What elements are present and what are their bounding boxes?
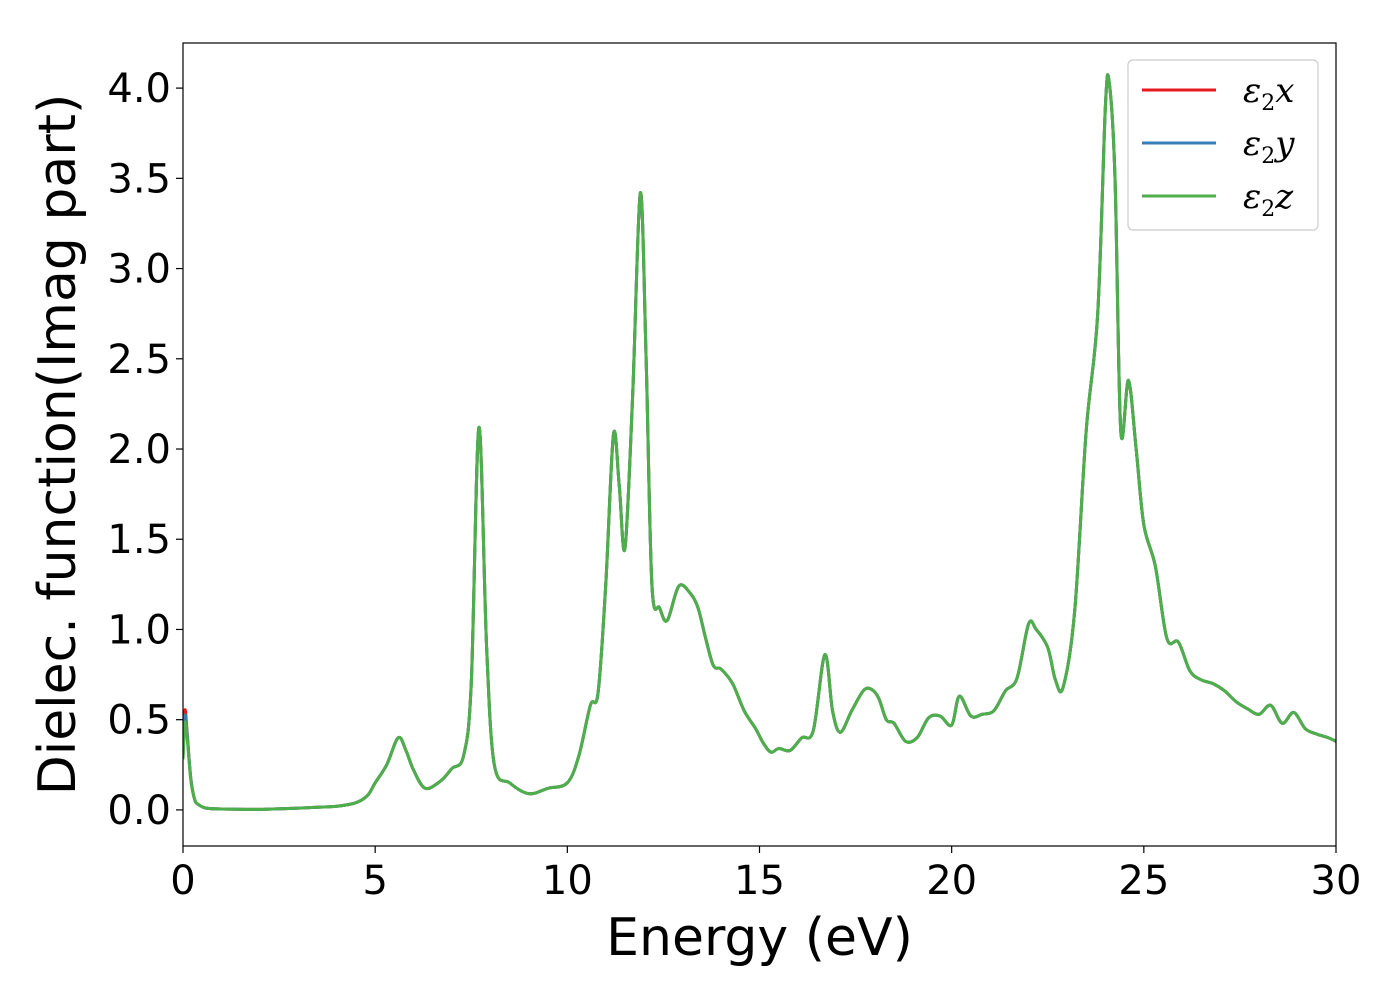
y-tick-label: 3.0	[107, 247, 171, 293]
series-layer	[183, 73, 1336, 811]
x-tick-label: 5	[362, 858, 387, 904]
x-axis: 0 5 10 15 20 25 30	[170, 846, 1361, 904]
y-tick-label: 2.0	[107, 427, 171, 473]
series-line-z	[183, 73, 1336, 811]
legend-label: ε2y	[1243, 124, 1295, 169]
y-tick-label: 0.5	[107, 698, 171, 744]
y-tick-label: 0.0	[107, 788, 171, 834]
y-tick-label: 2.5	[107, 337, 171, 383]
x-axis-title: Energy (eV)	[606, 908, 913, 968]
legend-label: ε2z	[1243, 177, 1294, 222]
legend: ε2x ε2y ε2z	[1127, 59, 1319, 231]
y-axis-title: Dielec. function(Imag part)	[28, 94, 88, 796]
x-tick-label: 25	[1118, 858, 1169, 904]
legend-item-z: ε2z	[1142, 177, 1294, 222]
legend-item-x: ε2x	[1142, 71, 1294, 116]
y-tick-label: 1.5	[107, 517, 171, 563]
y-tick-label: 1.0	[107, 607, 171, 653]
legend-label: ε2x	[1243, 71, 1294, 116]
x-tick-label: 15	[734, 858, 785, 904]
x-tick-label: 20	[926, 858, 977, 904]
x-tick-label: 10	[542, 858, 593, 904]
y-tick-label: 4.0	[107, 66, 171, 112]
y-axis: 0.0 0.5 1.0 1.5 2.0 2.5 3.0 3.5 4.0	[107, 66, 183, 834]
legend-item-y: ε2y	[1142, 124, 1295, 169]
y-tick-label: 3.5	[107, 156, 171, 202]
x-tick-label: 30	[1311, 858, 1362, 904]
legend-box	[1127, 59, 1319, 231]
x-tick-label: 0	[170, 858, 195, 904]
